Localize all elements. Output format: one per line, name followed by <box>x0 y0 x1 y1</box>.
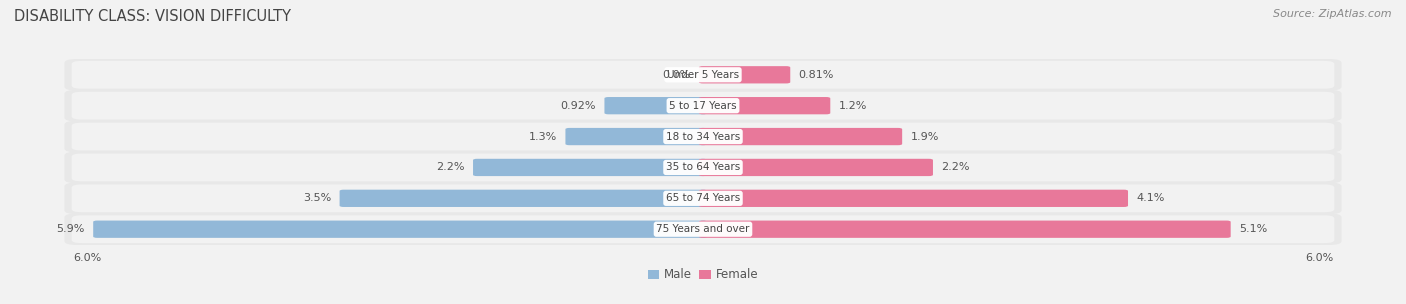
Text: 4.1%: 4.1% <box>1136 193 1164 203</box>
FancyBboxPatch shape <box>65 121 1341 152</box>
FancyBboxPatch shape <box>340 190 707 207</box>
FancyBboxPatch shape <box>699 221 1230 238</box>
Text: 1.3%: 1.3% <box>529 132 557 142</box>
FancyBboxPatch shape <box>699 128 903 145</box>
Text: 35 to 64 Years: 35 to 64 Years <box>666 162 740 172</box>
Text: 5 to 17 Years: 5 to 17 Years <box>669 101 737 111</box>
Text: 5.1%: 5.1% <box>1239 224 1267 234</box>
Text: 2.2%: 2.2% <box>436 162 465 172</box>
FancyBboxPatch shape <box>72 61 1334 89</box>
Text: Source: ZipAtlas.com: Source: ZipAtlas.com <box>1274 9 1392 19</box>
FancyBboxPatch shape <box>65 213 1341 245</box>
Legend: Male, Female: Male, Female <box>643 264 763 286</box>
FancyBboxPatch shape <box>65 152 1341 183</box>
FancyBboxPatch shape <box>72 154 1334 181</box>
FancyBboxPatch shape <box>699 66 790 83</box>
Text: 0.81%: 0.81% <box>799 70 834 80</box>
FancyBboxPatch shape <box>472 159 707 176</box>
Text: 0.92%: 0.92% <box>561 101 596 111</box>
FancyBboxPatch shape <box>565 128 707 145</box>
Text: DISABILITY CLASS: VISION DIFFICULTY: DISABILITY CLASS: VISION DIFFICULTY <box>14 9 291 24</box>
Text: 2.2%: 2.2% <box>941 162 970 172</box>
Text: 1.9%: 1.9% <box>910 132 939 142</box>
Text: 5.9%: 5.9% <box>56 224 84 234</box>
Text: 1.2%: 1.2% <box>838 101 868 111</box>
Text: 18 to 34 Years: 18 to 34 Years <box>666 132 740 142</box>
Text: 0.0%: 0.0% <box>662 70 690 80</box>
FancyBboxPatch shape <box>699 159 934 176</box>
FancyBboxPatch shape <box>93 221 707 238</box>
FancyBboxPatch shape <box>65 90 1341 121</box>
FancyBboxPatch shape <box>699 97 831 114</box>
FancyBboxPatch shape <box>699 190 1128 207</box>
Text: Under 5 Years: Under 5 Years <box>666 70 740 80</box>
Text: 3.5%: 3.5% <box>304 193 332 203</box>
FancyBboxPatch shape <box>65 59 1341 91</box>
FancyBboxPatch shape <box>72 185 1334 212</box>
FancyBboxPatch shape <box>72 92 1334 119</box>
Text: 65 to 74 Years: 65 to 74 Years <box>666 193 740 203</box>
FancyBboxPatch shape <box>72 215 1334 243</box>
FancyBboxPatch shape <box>72 123 1334 150</box>
Text: 75 Years and over: 75 Years and over <box>657 224 749 234</box>
FancyBboxPatch shape <box>605 97 707 114</box>
FancyBboxPatch shape <box>65 183 1341 214</box>
